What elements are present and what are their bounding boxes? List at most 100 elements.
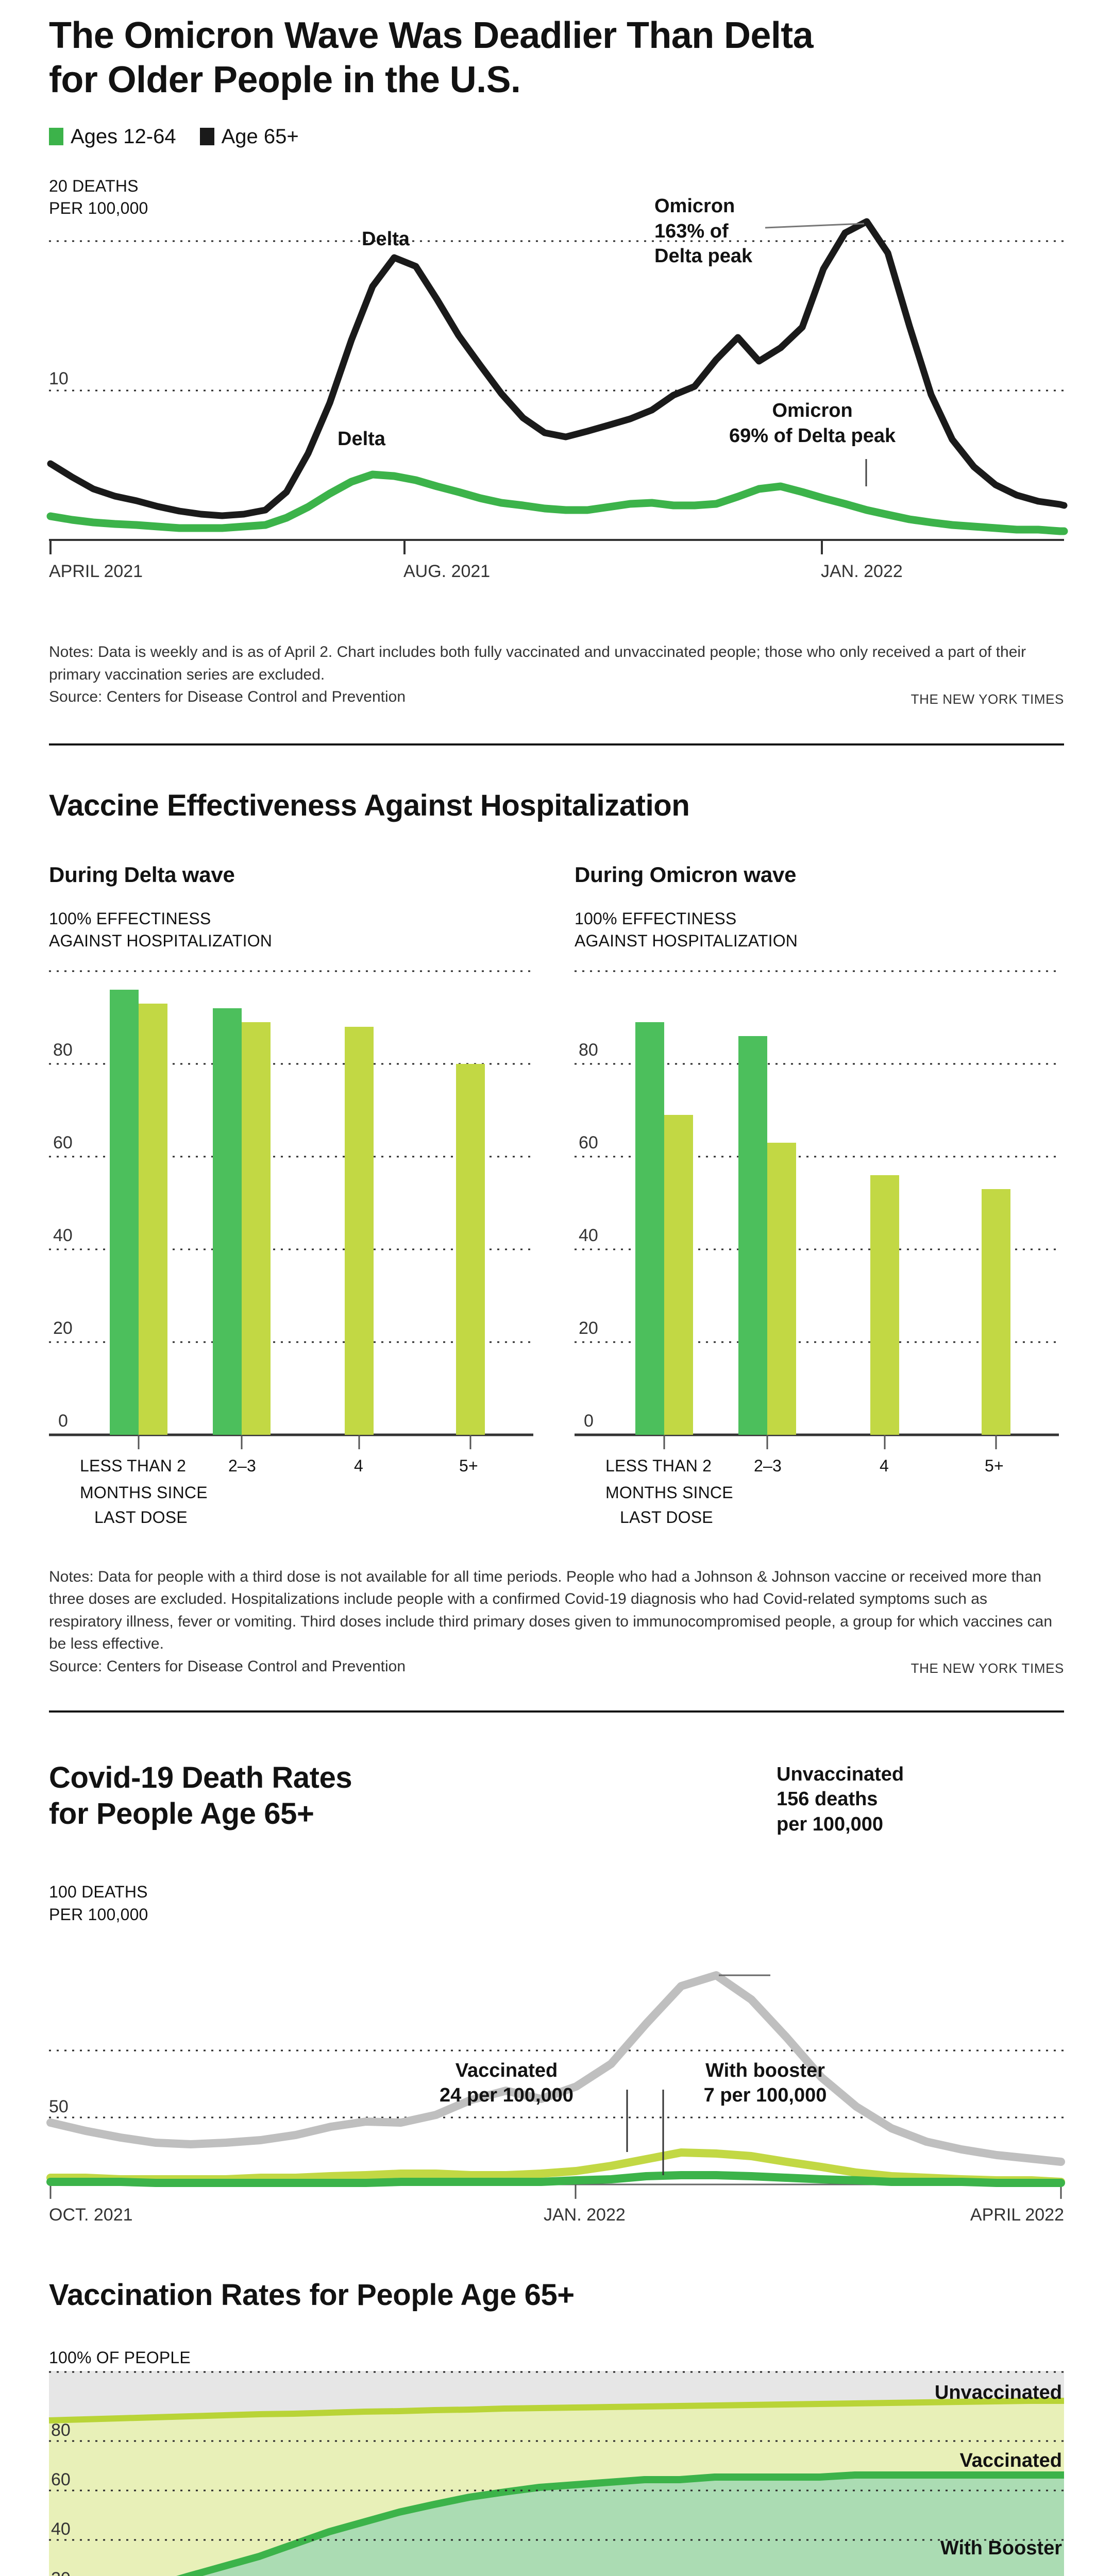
x-axis-caption-omicron-line-2: LAST DOSE <box>620 1507 713 1527</box>
bar-omicron-lt2-booster <box>635 1022 664 1435</box>
section-divider-1 <box>49 743 1064 745</box>
annotation-omicron-12-64-line-2: 69% of Delta peak <box>729 425 896 447</box>
ytick-label-vr-20: 20 <box>51 2569 71 2576</box>
source-text-effectiveness: Source: Centers for Disease Control and … <box>49 1657 406 1675</box>
x-axis-caption-delta: MONTHS SINCE LAST DOSE <box>49 1480 538 1530</box>
page-title-line-2: for Older People in the U.S. <box>49 59 521 101</box>
ytick-label-delta-0: 0 <box>58 1411 68 1431</box>
bar-delta-lt2-vaccinated <box>139 1003 167 1435</box>
y-axis-caption-death-rates-line-2: PER 100,000 <box>49 1905 148 1924</box>
bar-omicron-lt2-vaccinated <box>664 1114 693 1435</box>
catlabel-omicron-4: 4 <box>880 1456 889 1475</box>
section-vaccine-effectiveness: Vaccine Effectiveness Against Hospitaliz… <box>49 745 1064 1677</box>
annotation-with-booster-line-2: 7 per 100,000 <box>703 2084 827 2107</box>
xtick-label-jan-2022: JAN. 2022 <box>821 562 903 582</box>
nyt-credit-effectiveness: THE NEW YORK TIMES <box>910 1660 1064 1676</box>
chart-death-rates-65plus: Unvaccinated 156 deaths per 100,000 Vacc… <box>46 1764 1065 2225</box>
annotation-omicron-65plus-line-1: Omicron <box>654 195 735 217</box>
annotation-unvaccinated-line-2: 156 deaths <box>777 1788 878 1810</box>
annotation-omicron-65plus-line-2: 163% of <box>654 220 729 242</box>
y-axis-caption-death-rates-line-1: 100 DEATHS <box>49 1883 148 1902</box>
bar-delta-2to3-booster <box>213 1008 242 1435</box>
ytick-label-delta-60: 60 <box>53 1132 73 1153</box>
catlabel-omicron-lt2: LESS THAN 2 <box>605 1456 712 1475</box>
chart-svg-omicron-deaths <box>46 218 1068 555</box>
chart-vaccination-rates-65plus: Unvaccinated Vaccinated With Booster 80 … <box>48 2371 1064 2576</box>
ytick-label-vr-40: 40 <box>51 2519 71 2539</box>
catlabel-omicron-5plus: 5+ <box>985 1456 1004 1475</box>
y-axis-caption-line-2: PER 100,000 <box>49 198 148 217</box>
annotation-vaccinated-line-2: 24 per 100,000 <box>440 2084 574 2107</box>
annotation-unvaccinated-line-1: Unvaccinated <box>777 1763 904 1785</box>
ytick-label-delta-80: 80 <box>53 1040 73 1060</box>
ytick-label-omicron-40: 40 <box>579 1225 598 1245</box>
chart-svg-vaccination-rates <box>48 2371 1064 2576</box>
section-title-vaccine-effectiveness: Vaccine Effectiveness Against Hospitaliz… <box>49 788 690 822</box>
annotation-vaccinated-line-1: Vaccinated <box>455 2059 558 2081</box>
ytick-label-dr-50: 50 <box>49 2096 69 2116</box>
bar-omicron-4-vaccinated <box>870 1175 899 1435</box>
chart-svg-effectiveness-omicron <box>575 970 1059 1449</box>
area-with-booster <box>190 2475 1064 2576</box>
ytick-label-omicron-0: 0 <box>584 1411 594 1431</box>
y-axis-caption-delta-line-1: 100% EFFECTINESS <box>49 909 211 928</box>
catlabel-delta-5plus: 5+ <box>459 1456 478 1475</box>
line-unvaccinated-65plus <box>46 1971 1065 2166</box>
annotation-delta-65plus: Delta <box>362 227 410 252</box>
chart-effectiveness-omicron: 80 60 40 20 0 LESS THAN 2 2–3 4 5+ <box>575 956 1064 1475</box>
section-death-rates-65plus: Covid-19 Death Rates for People Age 65+ … <box>46 1713 1065 2225</box>
bar-delta-2to3-vaccinated <box>242 1022 271 1435</box>
panel-heading-delta: During Delta wave <box>49 862 235 887</box>
notes-vaccine-effectiveness: Notes: Data for people with a third dose… <box>49 1566 1064 1678</box>
annotation-unvaccinated: Unvaccinated 156 deaths per 100,000 <box>777 1762 904 1837</box>
catlabel-delta-2to3: 2–3 <box>228 1456 256 1475</box>
band-label-unvaccinated: Unvaccinated <box>934 2382 1062 2404</box>
nyt-credit: THE NEW YORK TIMES <box>910 691 1064 707</box>
annotation-vaccinated: Vaccinated 24 per 100,000 <box>388 2058 625 2108</box>
panel-during-delta-wave: During Delta wave 100% EFFECTINESS AGAIN… <box>49 862 538 1529</box>
chart-svg-effectiveness-delta <box>49 970 533 1449</box>
legend-label-age-65plus: Age 65+ <box>221 125 299 148</box>
line-booster-boundary <box>177 2471 1064 2576</box>
section-title-vaccination-rates: Vaccination Rates for People Age 65+ <box>49 2278 575 2312</box>
ytick-label-omicron-20: 20 <box>579 1318 598 1338</box>
section-vaccination-rates-65plus: Vaccination Rates for People Age 65+ 100… <box>48 2215 1064 2576</box>
bar-delta-4-vaccinated <box>345 1026 374 1435</box>
y-axis-caption-death-rates: 100 DEATHS PER 100,000 <box>49 1881 1064 1925</box>
annotation-with-booster-line-1: With booster <box>705 2059 825 2081</box>
y-axis-caption-vax-rates: 100% OF PEOPLE <box>49 2348 191 2367</box>
xtick-label-dr-april-2022: APRIL 2022 <box>970 2205 1064 2225</box>
ytick-label-delta-20: 20 <box>53 1318 73 1338</box>
annotation-omicron-12-64: Omicron 69% of Delta peak <box>729 398 896 448</box>
y-axis-caption-delta-line-2: AGAINST HOSPITALIZATION <box>49 931 273 951</box>
y-axis-caption-omicron: 100% EFFECTINESS AGAINST HOSPITALIZATION <box>575 908 1064 952</box>
annotation-omicron-12-64-line-1: Omicron <box>772 400 853 422</box>
catlabel-delta-lt2: LESS THAN 2 <box>80 1456 187 1475</box>
bar-delta-5plus-vaccinated <box>456 1063 485 1435</box>
legend-item-age-65plus: Age 65+ <box>199 125 299 148</box>
notes-text-effectiveness: Notes: Data for people with a third dose… <box>49 1568 1052 1653</box>
bar-omicron-2to3-booster <box>738 1036 767 1435</box>
xtick-label-dr-oct-2021: OCT. 2021 <box>49 2205 133 2225</box>
y-axis-caption-deaths: 20 DEATHS PER 100,000 <box>49 175 1064 219</box>
band-label-vaccinated: Vaccinated <box>959 2450 1062 2472</box>
line-with-booster-65plus <box>46 2171 1065 2187</box>
notes-omicron-deaths: Notes: Data is weekly and is as of April… <box>49 641 1064 708</box>
source-text: Source: Centers for Disease Control and … <box>49 688 406 706</box>
catlabel-omicron-2to3: 2–3 <box>754 1456 782 1475</box>
y-axis-caption-omicron-line-2: AGAINST HOSPITALIZATION <box>575 931 798 951</box>
page-title-line-1: The Omicron Wave Was Deadlier Than Delta <box>49 15 814 56</box>
section-title-death-rates-line-1: Covid-19 Death Rates <box>49 1761 352 1795</box>
y-axis-caption-delta: 100% EFFECTINESS AGAINST HOSPITALIZATION <box>49 908 538 952</box>
panel-heading-omicron: During Omicron wave <box>575 862 797 887</box>
page-title: The Omicron Wave Was Deadlier Than Delta… <box>49 13 1064 103</box>
x-axis-caption-delta-line-1: MONTHS SINCE <box>80 1483 208 1502</box>
catlabel-delta-4: 4 <box>354 1456 363 1475</box>
chart-svg-death-rates-65plus <box>46 1971 1065 2199</box>
bar-delta-lt2-booster <box>110 989 139 1435</box>
ytick-label-delta-40: 40 <box>53 1225 73 1245</box>
y-axis-caption-line-1: 20 DEATHS <box>49 176 139 195</box>
chart-omicron-deaths: Omicron 163% of Delta peak Delta Delta O… <box>46 195 1068 582</box>
annotation-delta-12-64-line-1: Delta <box>338 428 385 450</box>
